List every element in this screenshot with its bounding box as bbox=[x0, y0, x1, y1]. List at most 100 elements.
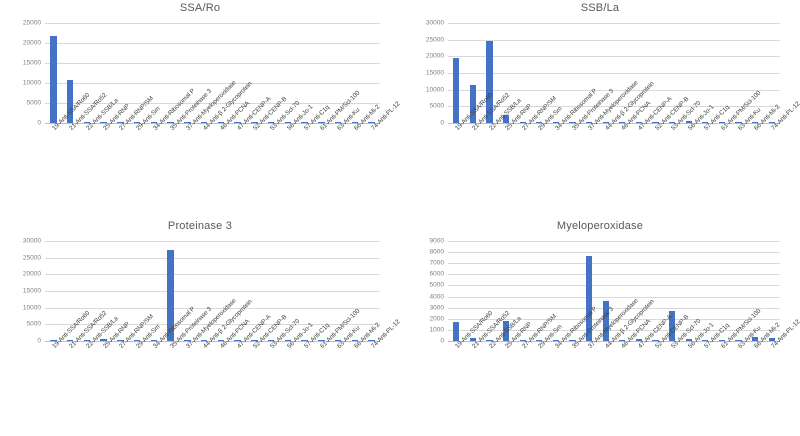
gridline bbox=[45, 43, 380, 44]
y-axis-tick-label: 0 bbox=[37, 119, 41, 127]
bar bbox=[117, 339, 124, 341]
bar bbox=[751, 121, 759, 123]
bar bbox=[234, 339, 241, 341]
bar bbox=[602, 301, 609, 341]
bar bbox=[100, 121, 107, 123]
gridline bbox=[45, 291, 380, 292]
bar bbox=[200, 121, 208, 123]
y-axis-tick-label: 10000 bbox=[425, 86, 444, 94]
chart-panel-ssa-ro: SSA/Ro 0 5000 10000 15000 20000 25000 19-Anti-… bbox=[0, 0, 401, 218]
bar bbox=[668, 121, 676, 123]
gridline bbox=[45, 63, 380, 64]
gridline bbox=[448, 318, 780, 320]
bar bbox=[83, 339, 91, 341]
bar bbox=[133, 339, 141, 341]
bar bbox=[301, 121, 308, 123]
gridline bbox=[448, 73, 780, 74]
gridline bbox=[448, 241, 780, 242]
bar bbox=[251, 121, 258, 123]
y-axis-tick-label: 15000 bbox=[22, 287, 41, 295]
bar bbox=[284, 339, 292, 341]
y-axis-tick-label: 20000 bbox=[425, 52, 444, 60]
chart-title: SSB/La bbox=[580, 2, 620, 14]
bar bbox=[284, 121, 292, 123]
bar bbox=[718, 339, 726, 341]
gridline bbox=[448, 307, 780, 309]
y-axis-tick-label: 6000 bbox=[429, 270, 444, 278]
chart-title: Myeloperoxidase bbox=[556, 220, 644, 232]
bar bbox=[502, 115, 510, 123]
bar bbox=[585, 121, 593, 123]
bar bbox=[652, 121, 659, 123]
y-axis-tick-label: 0 bbox=[440, 119, 444, 127]
gridline bbox=[45, 257, 380, 259]
gridline bbox=[45, 23, 380, 24]
chart-panel-proteinase-3: Proteinase 3 0 5000 10000 15000 20000 25000 30… bbox=[0, 218, 401, 436]
bar bbox=[635, 339, 643, 341]
y-axis: 0 1000 2000 3000 4000 5000 6000 7000 8000 9000 bbox=[430, 238, 780, 345]
bar bbox=[351, 339, 359, 341]
bar bbox=[585, 256, 593, 341]
y-axis-tick-label: 4000 bbox=[429, 293, 444, 301]
bar bbox=[234, 121, 241, 123]
y-axis-tick-label: 20000 bbox=[22, 39, 41, 47]
y-axis-tick-label: 30000 bbox=[22, 237, 41, 245]
gridline bbox=[45, 241, 380, 242]
y-axis-tick-label: 10000 bbox=[22, 304, 41, 312]
bar bbox=[486, 339, 493, 341]
y-axis: 0 5000 10000 15000 20000 25000 30000 bbox=[23, 238, 380, 345]
bar bbox=[66, 339, 74, 341]
bar bbox=[368, 339, 375, 341]
bar bbox=[267, 339, 275, 341]
y-axis-tick-label: 0 bbox=[440, 337, 444, 345]
chart-title: SSA/Ro bbox=[179, 2, 221, 14]
y-axis-tick-label: 20000 bbox=[22, 270, 41, 278]
bar bbox=[50, 36, 57, 123]
y-axis-tick-label: 5000 bbox=[429, 102, 444, 110]
gridline bbox=[448, 341, 780, 342]
bar bbox=[150, 339, 158, 341]
bar bbox=[453, 58, 460, 123]
gridline bbox=[448, 123, 780, 124]
bar bbox=[251, 339, 258, 341]
bar bbox=[318, 121, 325, 123]
gridline bbox=[448, 252, 780, 254]
gridline bbox=[45, 307, 380, 309]
bar bbox=[301, 339, 308, 341]
bar bbox=[486, 40, 493, 123]
gridline bbox=[448, 89, 780, 91]
gridline bbox=[448, 263, 780, 265]
plot-area: 0 5000 10000 15000 20000 25000 19-Anti-SSA/Ro6… bbox=[23, 20, 401, 132]
bar bbox=[334, 339, 342, 341]
bar bbox=[519, 339, 526, 341]
gridline bbox=[448, 296, 780, 298]
y-axis-tick-label: 5000 bbox=[26, 320, 41, 328]
y-axis-tick-label: 8000 bbox=[429, 248, 444, 256]
bar bbox=[267, 121, 275, 123]
bar bbox=[569, 339, 576, 341]
y-axis-tick-label: 15000 bbox=[22, 59, 41, 67]
bar bbox=[735, 121, 742, 123]
chart-panel-myeloperoxidase: Myeloperoxidase 0 1000 2000 3000 4000 5000 600… bbox=[400, 218, 800, 436]
plot-area: 0 5000 10000 15000 20000 25000 30000 19-Anti-SS… bbox=[426, 20, 800, 132]
y-axis-tick-label: 25000 bbox=[425, 36, 444, 44]
bar bbox=[685, 120, 692, 123]
gridline bbox=[45, 123, 380, 124]
bar bbox=[685, 338, 692, 341]
bar bbox=[167, 250, 174, 341]
gridline bbox=[448, 274, 780, 276]
gridline bbox=[448, 39, 780, 41]
y-axis-tick-label: 30000 bbox=[425, 19, 444, 27]
bar bbox=[167, 121, 174, 123]
bar bbox=[133, 121, 141, 123]
gridline bbox=[448, 106, 780, 108]
y-axis-tick-label: 3000 bbox=[429, 304, 444, 312]
plot-area: 0 1000 2000 3000 4000 5000 6000 7000 8000 9000 19-… bbox=[430, 238, 800, 350]
y-axis-tick-label: 7000 bbox=[429, 259, 444, 267]
bar bbox=[469, 338, 477, 341]
y-axis: 0 5000 10000 15000 20000 25000 30000 bbox=[426, 20, 780, 127]
gridline bbox=[45, 83, 380, 84]
bar bbox=[334, 121, 342, 123]
bar bbox=[602, 121, 609, 123]
